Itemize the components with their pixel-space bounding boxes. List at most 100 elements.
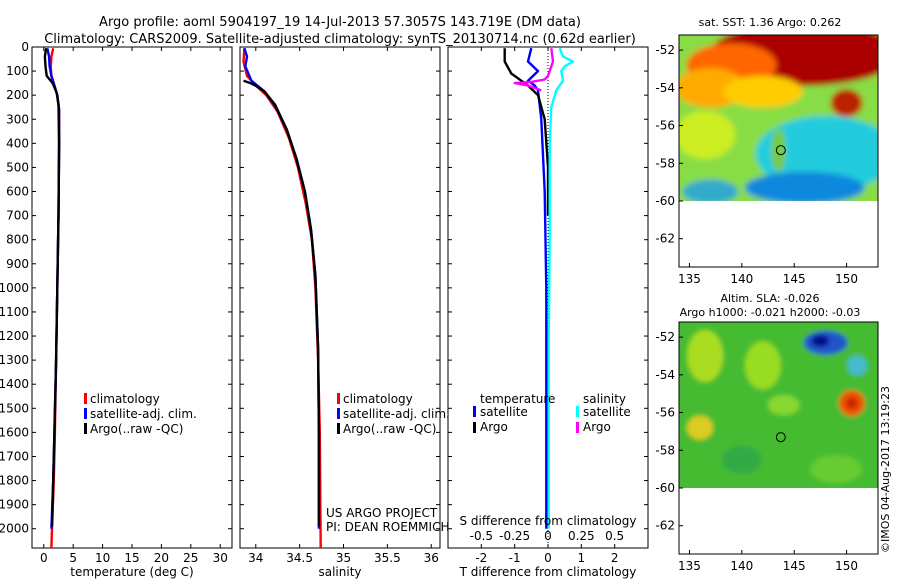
s-diff-tick-label: 0.5 <box>605 529 624 543</box>
s-difference-xlabel: S difference from climatology <box>460 514 637 528</box>
profile-line-argo-raw-qc- <box>243 79 321 527</box>
y-tick-label: 1400 <box>0 377 29 391</box>
y-tick-label: 400 <box>6 136 29 150</box>
argo-position-marker <box>775 432 786 443</box>
y-tick-label: 100 <box>6 64 29 78</box>
x-tick-label: 1 <box>578 551 586 565</box>
y-tick-label: 2000 <box>0 522 29 536</box>
map-x-tick-label: 145 <box>783 559 806 573</box>
x-tick-label: 0 <box>40 551 48 565</box>
x-tick-label: 35 <box>336 551 351 565</box>
sla-nodata-area <box>679 487 878 554</box>
y-tick-label: 200 <box>6 88 29 102</box>
pi-credit: PI: DEAN ROEMMICH <box>326 520 449 534</box>
difference-legend: temperature salinity satellite satellite… <box>473 392 631 434</box>
y-tick-label: 1500 <box>0 401 29 415</box>
legend-swatch-satellite <box>337 408 340 419</box>
s-diff-tick-label: 0.25 <box>568 529 595 543</box>
sla-map-ticks: 135 140 145 150 -52 -54 -56 -58 -60 -62 <box>655 330 858 573</box>
x-tick-label: 0 <box>544 551 552 565</box>
y-tick-label: 0 <box>21 40 29 54</box>
salinity-xlabel: salinity <box>318 565 361 579</box>
imos-timestamp: ©IMOS 04-Aug-2017 13:19:23 <box>879 386 892 553</box>
s-diff-tick-label: -0.5 <box>470 529 493 543</box>
project-credit: US ARGO PROJECT <box>326 506 438 520</box>
sla-high-patch <box>686 415 713 440</box>
temperature-legend: climatology satellite-adj. clim. Argo(..… <box>84 392 197 436</box>
legend-swatch-climatology <box>337 393 340 404</box>
x-tick-label: -1 <box>509 551 521 565</box>
figure-title-line1: Argo profile: aoml 5904197_19 14-Jul-201… <box>99 15 581 30</box>
map-x-tick-label: 140 <box>730 559 753 573</box>
x-tick-label: 15 <box>124 551 139 565</box>
depth-axis-ticks: 0 100 200 300 400 500 600 700 800 900 1000 1100 1200… <box>0 40 648 536</box>
sla-mid-patch <box>767 394 800 415</box>
y-tick-label: 800 <box>6 233 29 247</box>
map-y-tick-label: -54 <box>655 81 675 95</box>
legend-swatch-s-satellite <box>576 406 579 417</box>
sla-map <box>679 322 878 554</box>
x-tick-label: 35.5 <box>374 551 401 565</box>
y-tick-label: 1000 <box>0 281 29 295</box>
salinity-axis-ticks: 34 34.5 35 35.5 36 <box>248 47 439 565</box>
y-tick-label: 1100 <box>0 305 29 319</box>
difference-series <box>503 47 575 529</box>
temperature-axis-ticks: 0 5 10 15 20 25 30 <box>40 47 228 565</box>
sla-low-patch <box>811 334 830 347</box>
legend-label-argo: Argo(..raw -QC) <box>343 422 436 436</box>
map-y-tick-label: -52 <box>655 330 675 344</box>
map-y-tick-label: -62 <box>655 232 675 246</box>
y-tick-label: 1800 <box>0 474 29 488</box>
legend-swatch-t-argo <box>473 422 476 433</box>
map-y-tick-label: -60 <box>655 194 675 208</box>
sst-map-ticks: 135 140 145 150 -52 -54 -56 -58 -60 -62 <box>655 43 858 286</box>
y-tick-label: 500 <box>6 160 29 174</box>
map-y-tick-label: -54 <box>655 368 675 382</box>
x-tick-label: 25 <box>183 551 198 565</box>
map-x-tick-label: 135 <box>678 272 701 286</box>
y-tick-label: 1900 <box>0 498 29 512</box>
map-x-tick-label: 135 <box>678 559 701 573</box>
map-y-tick-label: -62 <box>655 519 675 533</box>
map-y-tick-label: -58 <box>655 443 675 457</box>
figure-title-line2: Climatology: CARS2009. Satellite-adjuste… <box>44 32 636 47</box>
x-tick-label: 10 <box>95 551 110 565</box>
y-tick-label: 1600 <box>0 425 29 439</box>
profile-line-salinity-argo <box>513 48 555 92</box>
t-difference-axis-ticks: -2 -1 0 1 2 <box>475 47 618 565</box>
x-tick-label: 30 <box>213 551 228 565</box>
x-tick-label: 5 <box>69 551 77 565</box>
argo-position-marker <box>775 145 786 156</box>
sla-map-title-line2: Argo h1000: -0.021 h2000: -0.03 <box>680 306 861 319</box>
sst-map-frame <box>678 34 879 268</box>
sla-mid-patch <box>810 455 863 484</box>
x-tick-label: 36 <box>424 551 439 565</box>
t-difference-xlabel: T difference from climatology <box>459 565 637 579</box>
legend-label-s-satellite: satellite <box>583 405 631 419</box>
profile-line-climatology <box>242 48 322 548</box>
sla-high-patch <box>845 397 858 410</box>
x-tick-label: 20 <box>154 551 169 565</box>
sla-low-patch <box>847 355 868 376</box>
x-tick-label: -2 <box>475 551 487 565</box>
map-y-tick-label: -52 <box>655 43 675 57</box>
sst-warm-patch <box>830 88 863 117</box>
sst-map <box>679 35 878 267</box>
salinity-legend: climatology satellite-adj. clim. Argo(..… <box>337 392 450 436</box>
s-diff-tick-label: -0.25 <box>499 529 530 543</box>
map-x-tick-label: 150 <box>835 272 858 286</box>
sla-mid-patch <box>721 445 762 474</box>
sst-cold-patch <box>682 179 739 204</box>
x-tick-label: 2 <box>611 551 619 565</box>
y-tick-label: 600 <box>6 185 29 199</box>
sla-high-patch <box>687 329 724 382</box>
y-tick-label: 1300 <box>0 353 29 367</box>
sst-map-title: sat. SST: 1.36 Argo: 0.262 <box>699 16 842 29</box>
legend-swatch-t-satellite <box>473 406 476 417</box>
map-x-tick-label: 150 <box>835 559 858 573</box>
legend-title-temperature: temperature <box>480 392 555 406</box>
temperature-panel-frame <box>31 46 233 549</box>
legend-label-climatology: climatology <box>90 392 160 406</box>
legend-label-t-argo: Argo <box>480 420 508 434</box>
